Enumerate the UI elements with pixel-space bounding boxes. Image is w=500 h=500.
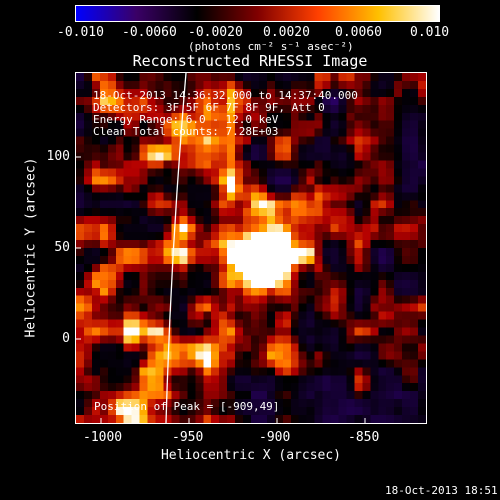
x-tick-label: -950 xyxy=(172,430,204,445)
colorbar-tick: -0.0060 xyxy=(122,25,177,40)
rhessi-image: 18-Oct-2013 14:36:32.000 to 14:37:40.000… xyxy=(75,72,427,424)
y-tick-label: 0 xyxy=(62,331,70,346)
colorbar-tick: 0.0060 xyxy=(335,25,382,40)
info-line: Clean Total counts: 7.28E+03 xyxy=(93,125,279,138)
x-tick-label: -900 xyxy=(259,430,291,445)
solar-limb xyxy=(165,73,187,423)
x-tick-label: -850 xyxy=(348,430,380,445)
limb-line xyxy=(165,73,187,423)
x-axis-label: Heliocentric X (arcsec) xyxy=(160,448,341,463)
y-tick-label: 100 xyxy=(46,149,70,164)
y-tick-label: 50 xyxy=(54,240,70,255)
y-axis-label: Heliocentric Y (arcsec) xyxy=(23,157,39,338)
footer-timestamp: 18-Oct-2013 18:51 xyxy=(385,484,498,497)
x-tick-label: -1000 xyxy=(83,430,123,445)
colorbar-tick: 0.0020 xyxy=(263,25,310,40)
colorbar-tick: -0.0020 xyxy=(188,25,243,40)
colorbar-tick: 0.010 xyxy=(410,25,450,40)
info-line: Energy Range: 6.0 - 12.0 keV xyxy=(93,113,279,126)
info-line: 18-Oct-2013 14:36:32.000 to 14:37:40.000 xyxy=(93,89,358,102)
colorbar xyxy=(75,5,440,22)
colorbar-tick: -0.010 xyxy=(57,25,104,40)
image-heatmap xyxy=(76,73,426,423)
plot-title: Reconstructed RHESSI Image xyxy=(132,52,368,70)
colorbar-units: (photons cm⁻² s⁻¹ asec⁻²) xyxy=(188,40,354,53)
info-line: Detectors: 3F 5F 6F 7F 8F 9F, Att 0 xyxy=(93,101,325,114)
peak-label: Position of Peak = [-909,49] xyxy=(94,400,280,413)
